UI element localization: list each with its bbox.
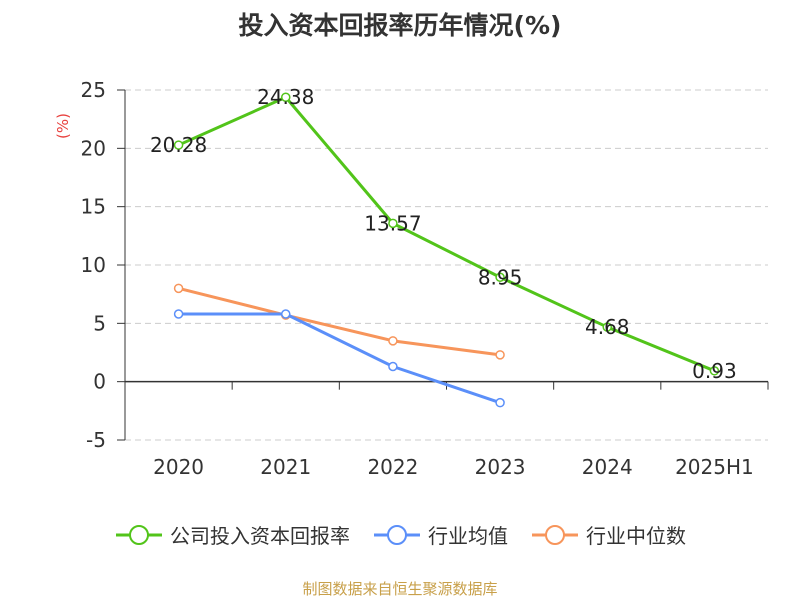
series-lines — [173, 92, 720, 408]
source-note: 制图数据来自恒生聚源数据库 — [302, 580, 498, 598]
data-label: 13.57 — [364, 211, 421, 235]
data-point — [709, 366, 720, 376]
data-label: 0.93 — [692, 359, 737, 383]
x-tick-label: 2022 — [367, 455, 418, 479]
y-tick-label: 25 — [81, 78, 106, 102]
y-tick-label: 20 — [81, 136, 106, 160]
legend-item[interactable]: 行业中位数 — [530, 520, 686, 549]
data-point — [281, 92, 291, 102]
x-tick-label: 2025H1 — [675, 455, 754, 479]
data-point — [173, 283, 184, 294]
data-labels: 20.28 24.38 13.57 8.95 4.68 0.93 — [150, 85, 737, 383]
series-line — [178, 312, 501, 405]
data-point — [495, 272, 505, 282]
data-point — [602, 322, 612, 332]
legend-item[interactable]: 公司投入资本回报率 — [114, 520, 350, 549]
legend-marker-icon — [532, 524, 578, 545]
x-tick-label: 2020 — [153, 455, 204, 479]
x-tick-label: 2021 — [260, 455, 311, 479]
y-tick-label: 15 — [81, 195, 106, 219]
y-tick-label: 0 — [93, 370, 106, 394]
legend-marker-icon — [374, 524, 420, 545]
data-point — [388, 218, 398, 229]
grid-lines — [125, 89, 768, 441]
legend-label: 公司投入资本回报率 — [170, 524, 350, 548]
legend-label: 行业均值 — [428, 524, 508, 548]
legend: 公司投入资本回报率 行业均值 行业中位数 — [0, 520, 800, 549]
data-point — [173, 309, 184, 319]
data-point — [281, 309, 291, 319]
data-label: 8.95 — [478, 265, 523, 289]
x-tick-label: 2024 — [582, 455, 633, 479]
axes: -5 0 5 10 15 20 25 (%) 2020 2021 2022 2023 2024 2025H… — [54, 78, 769, 479]
data-label: 4.68 — [585, 315, 630, 339]
data-point — [173, 140, 184, 150]
legend-item[interactable]: 行业均值 — [372, 520, 508, 549]
data-label: 24.38 — [257, 85, 314, 109]
legend-label: 行业中位数 — [586, 524, 686, 548]
chart-title: 投入资本回报率历年情况(%) — [238, 11, 562, 40]
data-point — [495, 350, 505, 360]
series-line — [178, 286, 501, 357]
series-line — [177, 95, 715, 373]
y-tick-label: 5 — [93, 311, 106, 335]
data-label: 20.28 — [150, 133, 207, 157]
x-tick-label: 2023 — [475, 455, 526, 479]
y-axis-label: (%) — [54, 113, 72, 139]
data-point — [388, 336, 398, 346]
y-tick-label: 10 — [81, 253, 106, 277]
data-point — [495, 397, 505, 408]
legend-marker-icon — [116, 524, 162, 545]
y-tick-label: -5 — [86, 428, 106, 452]
data-point — [388, 361, 398, 372]
